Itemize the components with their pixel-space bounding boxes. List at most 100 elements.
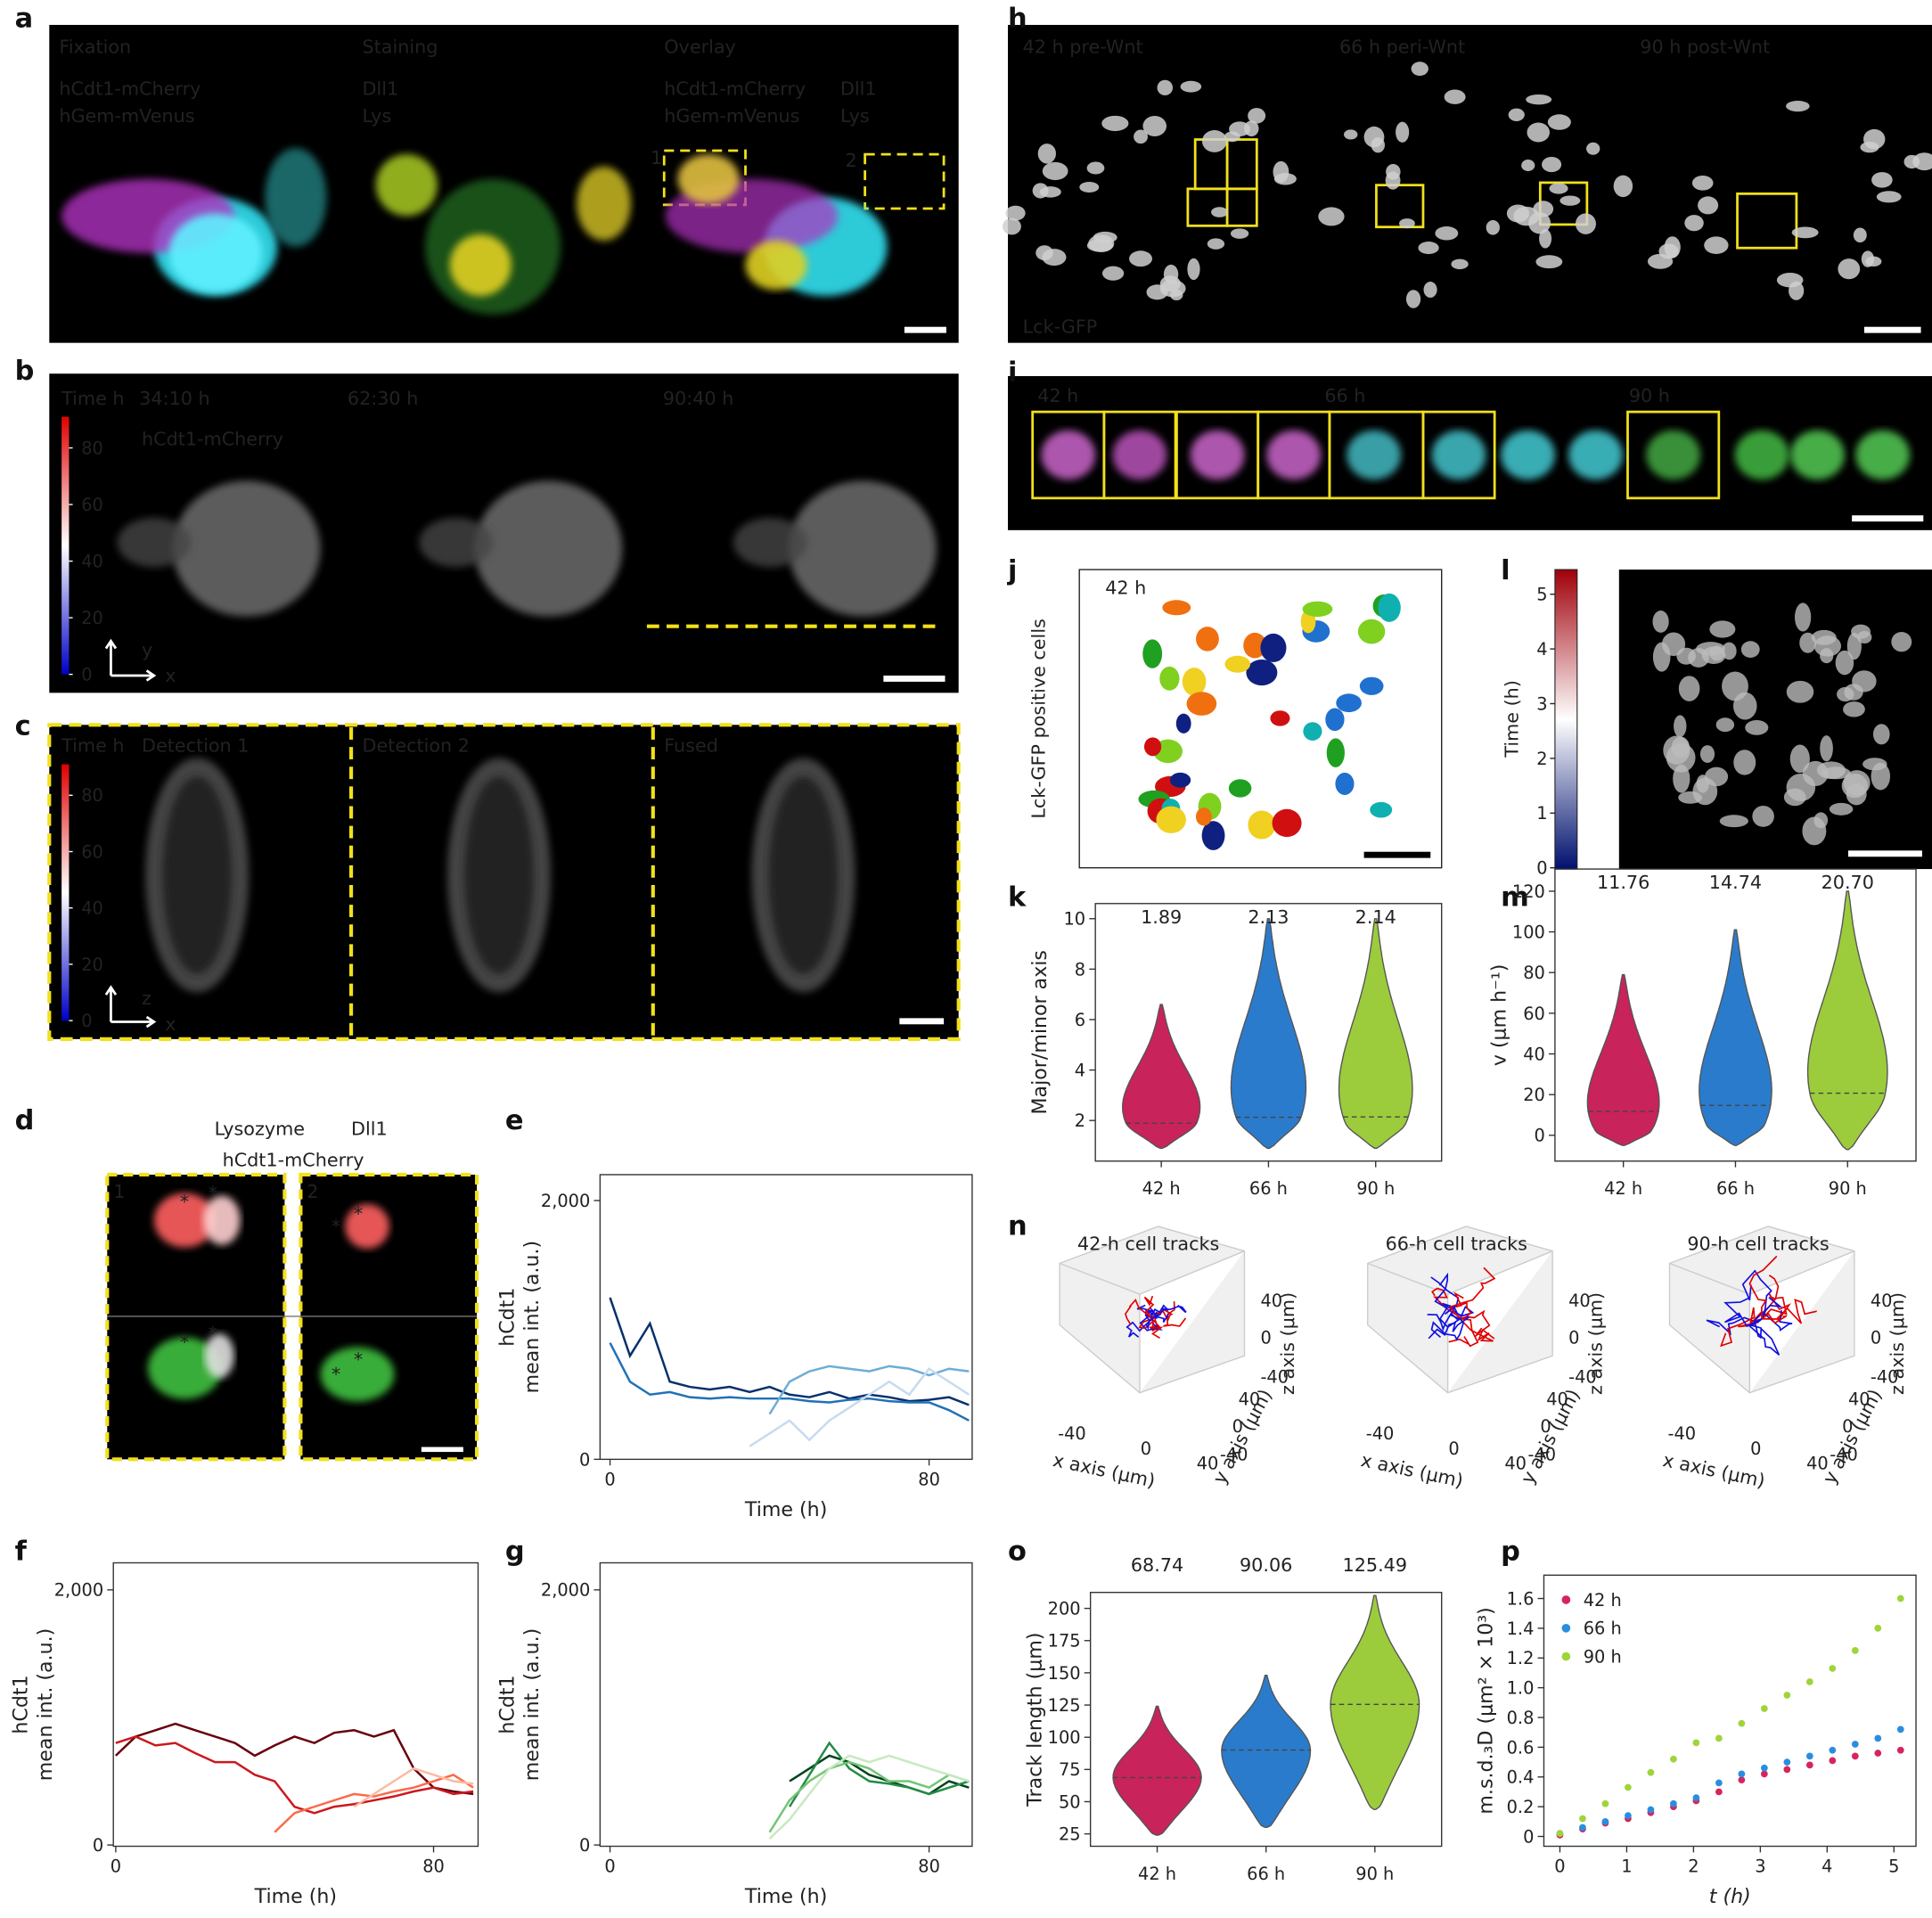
cell	[1853, 227, 1867, 243]
track	[1459, 1318, 1495, 1342]
cell	[1903, 154, 1920, 169]
y-tick-label: 2,000	[541, 1191, 590, 1211]
cell	[1696, 775, 1709, 793]
axis-tick-label: -40	[1568, 1367, 1597, 1388]
image-label: 42 h	[1105, 578, 1146, 599]
image-content	[61, 61, 1932, 1402]
cell	[1528, 211, 1551, 234]
axis-tick-label: 0	[1540, 1416, 1551, 1437]
point	[1829, 1757, 1837, 1765]
violin	[1806, 890, 1888, 1151]
axis-tick-label: -40	[1871, 1367, 1899, 1388]
y-axis-label: mean int. (a.u.)	[34, 1628, 57, 1781]
colorbar-tick-label: 3	[1536, 693, 1547, 714]
point	[1738, 1776, 1746, 1783]
point	[1625, 1812, 1632, 1820]
image-blob	[677, 154, 740, 204]
image-label: *	[354, 1203, 363, 1225]
cell	[1794, 602, 1812, 632]
image-blob	[172, 480, 321, 617]
axis-tick-label: 40	[1871, 1291, 1893, 1311]
image-blob	[162, 776, 232, 974]
cell	[1386, 163, 1401, 180]
point	[1715, 1734, 1723, 1742]
image-blob	[1112, 430, 1167, 480]
image-blob	[449, 234, 512, 297]
legend-label: 66 h	[1584, 1619, 1622, 1639]
image-label: hCdt1-mCherry	[59, 78, 201, 100]
y-tick-label: 10	[1063, 909, 1085, 930]
y-tick-label: 0	[1523, 1826, 1534, 1847]
point	[1874, 1625, 1882, 1632]
track	[1448, 1317, 1479, 1348]
panel-letter: o	[1008, 1537, 1027, 1568]
x-tick-label: 5	[1888, 1857, 1899, 1877]
cell	[1678, 676, 1700, 701]
value-label: 2.14	[1355, 906, 1396, 928]
point	[1896, 1594, 1904, 1602]
panel-letter: p	[1501, 1537, 1520, 1568]
image-blob	[1190, 430, 1245, 480]
cell-render	[1143, 737, 1162, 757]
y-tick-label: 100	[1512, 922, 1545, 942]
violin	[1586, 973, 1660, 1146]
point	[1647, 1806, 1655, 1814]
panel-letter: h	[1008, 4, 1027, 35]
point	[1805, 1752, 1813, 1760]
point	[1625, 1783, 1632, 1791]
y-axis-label: hCdt1	[9, 1675, 32, 1734]
value-label: 90.06	[1240, 1554, 1292, 1576]
image-label: hCdt1-mCherry	[223, 1149, 364, 1170]
image-label: Lys	[363, 105, 392, 127]
cell-render	[1370, 801, 1393, 818]
axis-label: z axis (μm)	[1887, 1292, 1908, 1395]
y-tick-label: 125	[1048, 1695, 1081, 1716]
cell-render	[1357, 619, 1386, 644]
x-tick-label: 3	[1755, 1857, 1765, 1877]
image-blob	[168, 213, 263, 292]
track	[1431, 1287, 1461, 1320]
track	[1151, 1310, 1187, 1327]
x-tick-label: 90 h	[1355, 1864, 1394, 1884]
point	[1851, 1647, 1859, 1654]
image-blob	[745, 240, 807, 291]
x-tick-label: 80	[918, 1469, 940, 1489]
cell-render	[1336, 693, 1362, 713]
image-label: Fused	[664, 735, 718, 757]
track	[1430, 1276, 1461, 1320]
image-blob	[733, 518, 807, 568]
y-tick-label: 0	[93, 1835, 103, 1856]
track	[1138, 1317, 1164, 1340]
image-label: Staining	[363, 37, 438, 58]
panel-letter: j	[1006, 555, 1017, 586]
axis-tick-label: 40	[1260, 1291, 1282, 1311]
cell-render	[1186, 692, 1217, 716]
track	[1430, 1318, 1464, 1341]
point	[1579, 1824, 1586, 1832]
image-blob	[1041, 430, 1096, 480]
cell	[1829, 802, 1854, 816]
cell	[1560, 195, 1581, 206]
image-blob	[265, 148, 327, 247]
image-label: 1	[651, 147, 662, 168]
cell	[1786, 100, 1810, 112]
panel-letter: i	[1008, 357, 1017, 389]
image-label: *	[332, 1216, 340, 1237]
cell	[1086, 161, 1105, 175]
image-label: *	[332, 1364, 340, 1385]
image-label: Dll1	[363, 78, 399, 100]
y-tick-label: 0.8	[1507, 1708, 1535, 1728]
axis-arrow	[104, 985, 157, 1029]
plot-frame	[112, 1561, 479, 1848]
point	[1670, 1755, 1677, 1763]
cell	[1371, 137, 1385, 153]
colorbar	[1554, 569, 1578, 870]
panel-l-image	[1618, 570, 1932, 870]
y-tick-label: 60	[1523, 1004, 1545, 1024]
cell	[1802, 816, 1827, 846]
point	[1874, 1750, 1882, 1757]
cell	[1838, 258, 1861, 280]
y-tick-label: 1.0	[1507, 1678, 1535, 1699]
cell	[1789, 281, 1805, 300]
y-tick-label: 100	[1048, 1727, 1081, 1748]
